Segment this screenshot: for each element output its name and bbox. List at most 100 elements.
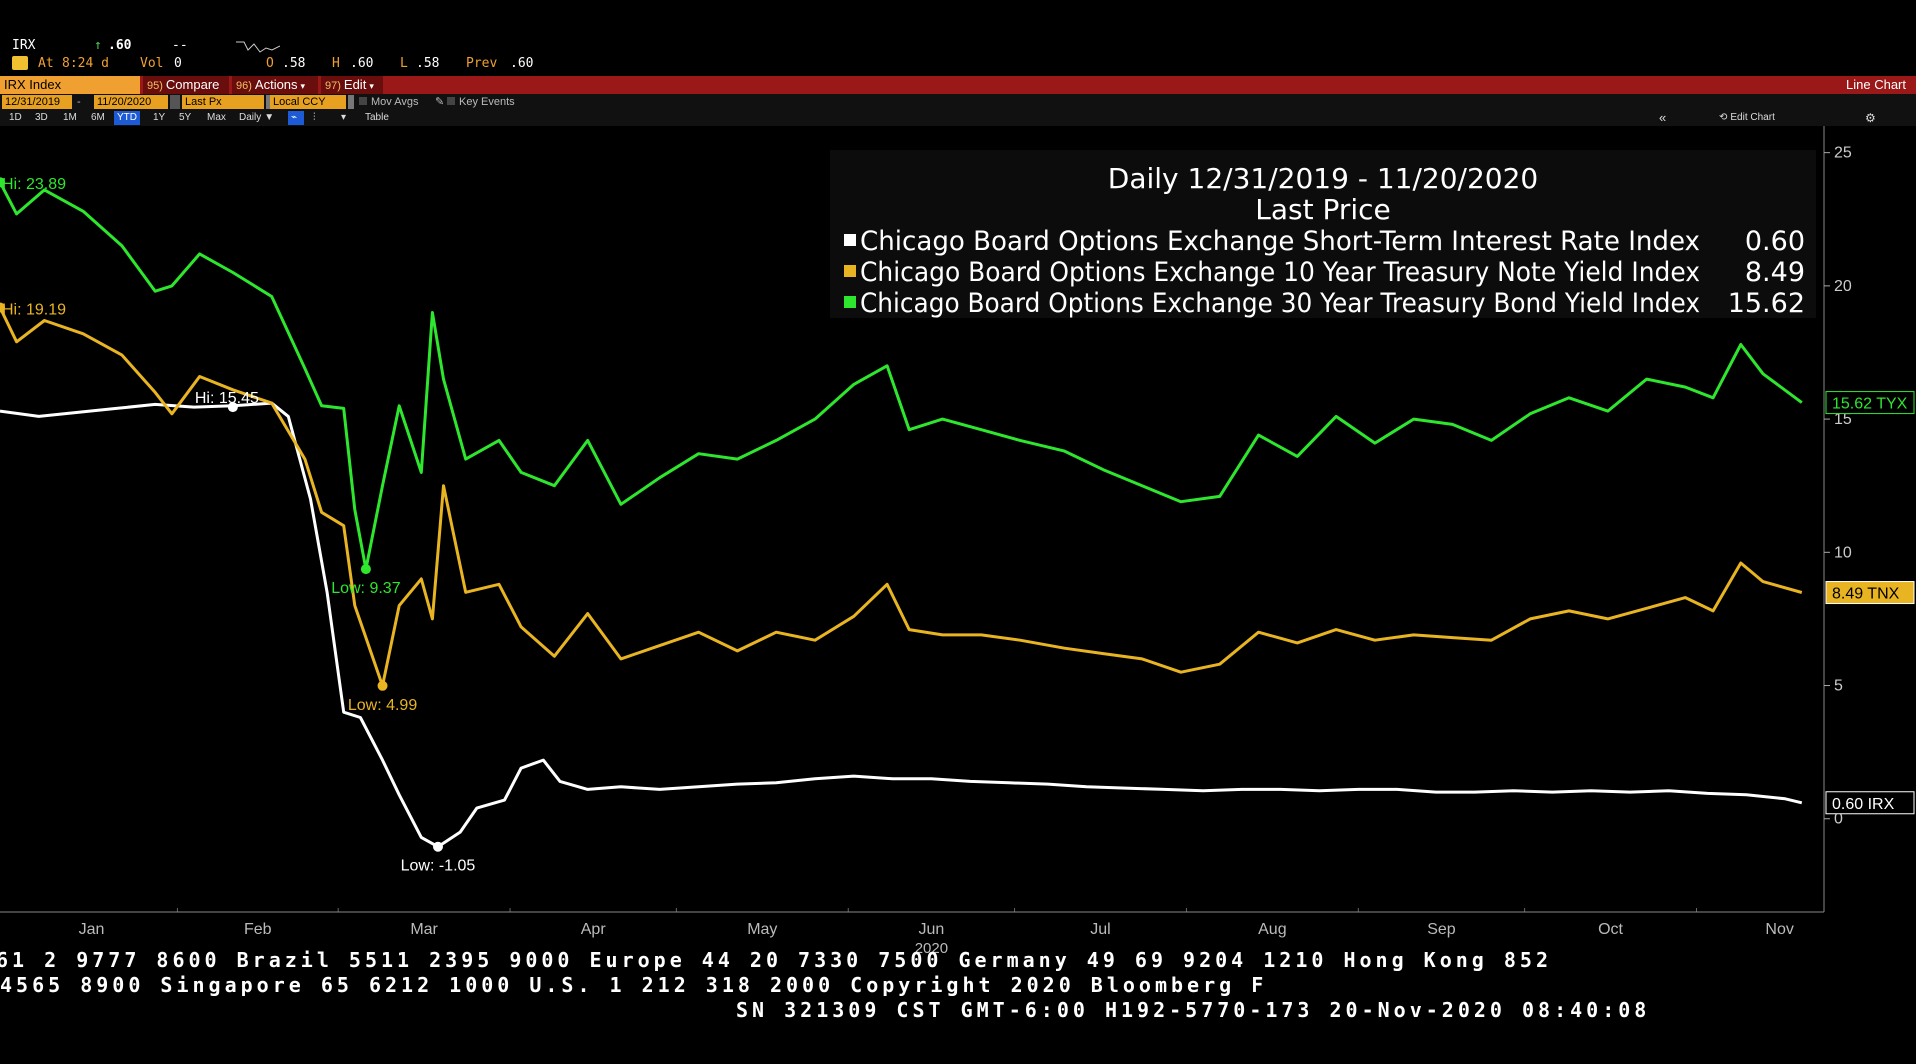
footer-line-2: 4565 8900 Singapore 65 6212 1000 U.S. 1 … (0, 973, 1268, 997)
extreme-label: Low: 4.99 (348, 697, 417, 714)
legend-series-value: 15.62 (1728, 288, 1805, 319)
extreme-label: Low: -1.05 (401, 858, 476, 875)
collapse-icon[interactable]: « (1659, 110, 1667, 125)
currency-select[interactable]: Local CCY (270, 95, 346, 109)
last-price: .60 (108, 38, 132, 53)
open-label: O (266, 56, 274, 71)
chevron-down-icon: ▼ (264, 112, 275, 123)
line-chart-icon[interactable]: ⌁ (288, 111, 304, 125)
tf-ytd[interactable]: YTD (114, 111, 140, 125)
settings-gear-icon[interactable]: ⚙ (1865, 111, 1876, 125)
low-label: L (400, 56, 408, 71)
grid-layer (176, 908, 1697, 912)
x-tick-label: Mar (410, 921, 438, 938)
x-tick-label: Oct (1598, 921, 1623, 938)
tf-1d[interactable]: 1D (9, 112, 22, 123)
compare-number: 95) (147, 80, 163, 92)
edit-chart-label: Edit Chart (1730, 112, 1775, 123)
chevron-down-icon: ▾ (369, 81, 374, 91)
field-dropdown-icon[interactable] (266, 95, 272, 109)
x-year-label: 2020 (915, 940, 948, 956)
series-line-tnx (0, 306, 1803, 688)
last-value-tag-label: 8.49 TNX (1832, 586, 1900, 603)
actions-label: Actions (254, 77, 298, 92)
mov-avgs-label[interactable]: Mov Avgs (371, 96, 419, 108)
start-date-field[interactable]: 12/31/2019 (2, 95, 72, 109)
legend-swatch (844, 234, 856, 246)
actions-button[interactable]: 96) Actions ▾ (232, 76, 318, 94)
pencil-icon[interactable]: ✎ (435, 96, 445, 108)
last-value-tag (1825, 391, 1915, 415)
legend-title: Daily 12/31/2019 - 11/20/2020 (1108, 162, 1538, 195)
x-tick-label: Nov (1765, 921, 1793, 938)
vol-label: Vol (140, 56, 164, 71)
last-value-tag-label: 0.60 IRX (1832, 796, 1895, 813)
security-field[interactable]: IRX Index (0, 76, 140, 94)
x-tick-label: Feb (244, 921, 272, 938)
prev-label: Prev (466, 56, 498, 71)
compare-button[interactable]: 95) Compare (143, 76, 229, 94)
extreme-label: Hi: 23.89 (2, 176, 66, 193)
low-value: .58 (416, 56, 440, 71)
tf-6m[interactable]: 6M (91, 112, 105, 123)
tf-3d[interactable]: 3D (35, 112, 48, 123)
last-value-tag (1825, 791, 1915, 815)
table-button[interactable]: Table (365, 112, 389, 123)
up-arrow-icon: ↑ (94, 38, 102, 53)
extreme-label: Low: 9.37 (331, 580, 400, 597)
prev-value: .60 (510, 56, 534, 71)
timeframe-row: 1D 3D 1M 6M YTD 1Y 5Y Max Daily ▼ ⌁ ⫶ ▾ T… (0, 110, 1916, 126)
edit-button[interactable]: 97) Edit ▾ (321, 76, 383, 94)
mov-avgs-checkbox-icon[interactable] (356, 95, 368, 109)
tf-1m[interactable]: 1M (63, 112, 77, 123)
edit-chart-button[interactable]: ⟲ Edit Chart (1716, 111, 1778, 125)
field-select[interactable]: Last Px (182, 95, 264, 109)
sparkline-icon (236, 41, 280, 53)
extreme-marker (360, 564, 371, 575)
extreme-marker (0, 177, 5, 188)
edit-label: Edit (343, 77, 367, 92)
last-value-tag-label: 15.62 TYX (1832, 396, 1908, 413)
options-row: 12/31/2019 - 11/20/2020 Last Px Local CC… (0, 94, 1916, 110)
series-line-irx (0, 401, 1803, 849)
extreme-label: Hi: 15.45 (195, 390, 259, 407)
x-tick-label: May (747, 921, 777, 938)
key-events-checkbox-icon[interactable] (444, 95, 456, 109)
quote-strip: IRX ↑ .60 -- At 8:24 d Vol 0 O .58 H .60… (0, 34, 1916, 76)
edit-number: 97) (325, 80, 341, 92)
key-events-label[interactable]: Key Events (459, 96, 515, 108)
footer-line-3: SN 321309 CST GMT-6:00 H192-5770-173 20-… (736, 998, 1651, 1022)
edit-chart-icon: ⟲ (1719, 112, 1728, 123)
tf-5y[interactable]: 5Y (179, 112, 192, 123)
bar-chart-icon[interactable]: ⫶ (313, 112, 316, 123)
x-tick-label: Sep (1427, 921, 1456, 938)
date-dash: - (77, 96, 81, 108)
view-name: Line Chart (1846, 77, 1906, 92)
period-label: Daily (239, 112, 262, 123)
y-tick-label: 10 (1834, 544, 1852, 561)
open-value: .58 (282, 56, 306, 71)
command-toolbar: IRX Index 95) Compare 96) Actions ▾ 97) Edit… (0, 76, 1916, 94)
end-date-field[interactable]: 11/20/2020 (94, 95, 168, 109)
y-tick-label: 0 (1834, 811, 1843, 828)
chevron-down-icon: ▾ (300, 81, 306, 91)
more-chevron-icon[interactable]: ▾ (341, 112, 347, 123)
tf-1y[interactable]: 1Y (153, 112, 166, 123)
y-tick-label: 5 (1834, 678, 1843, 695)
quote-time: 8:24 d (62, 56, 109, 71)
currency-dropdown-icon[interactable] (348, 95, 354, 109)
x-tick-label: Jan (79, 921, 105, 938)
high-label: H (332, 56, 340, 71)
extreme-label: Hi: 19.19 (2, 301, 66, 318)
y-tick-label: 20 (1834, 278, 1852, 295)
tf-max[interactable]: Max (207, 112, 226, 123)
ticker: IRX (12, 38, 36, 53)
at-label: At (38, 56, 54, 71)
calendar-icon[interactable] (170, 95, 180, 109)
annotation-layer: Hi: 23.89 Hi: 19.19 Hi: 15.45 Low: 9.37 Low:… (0, 176, 475, 875)
y-tick-label: 25 (1834, 145, 1852, 162)
x-tick-label: Jun (919, 921, 945, 938)
period-select[interactable]: Daily ▼ (236, 111, 277, 125)
legend-series-value: 0.60 (1745, 226, 1805, 257)
legend-subtitle: Last Price (1255, 193, 1391, 226)
